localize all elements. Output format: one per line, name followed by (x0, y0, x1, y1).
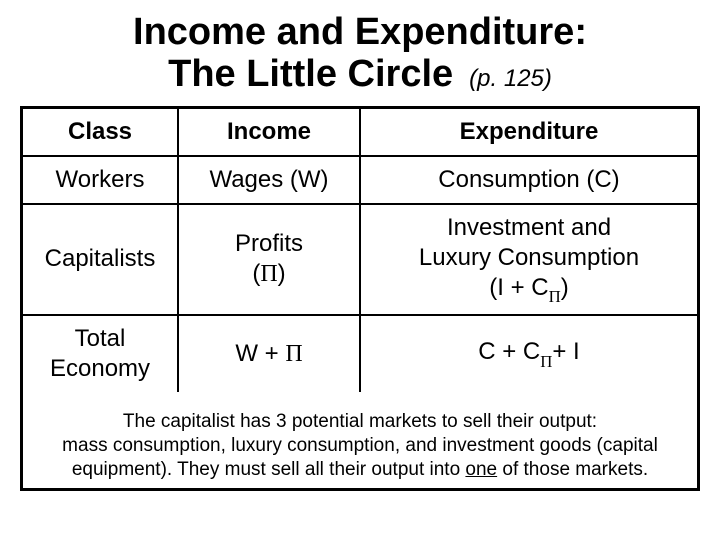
footnote-line: The capitalist has 3 potential markets t… (123, 411, 597, 432)
cell-text: Economy (50, 355, 150, 382)
cell-text: ) (278, 260, 286, 287)
cell-text: W + (235, 340, 285, 367)
header-expenditure: Expenditure (360, 109, 697, 156)
table-row: Capitalists Profits (Π) Investment and L… (23, 204, 697, 316)
footnote-line: mass consumption, luxury consumption, an… (62, 435, 658, 456)
cell-text: + I (552, 338, 579, 365)
slide-title: Income and Expenditure: The Little Circl… (20, 12, 700, 96)
pi-symbol: Π (285, 341, 302, 367)
cell-text: (I + C (489, 274, 548, 301)
title-line-2: The Little Circle (168, 54, 453, 96)
table-header-row: Class Income Expenditure (23, 109, 697, 156)
title-line-2-wrap: The Little Circle (p. 125) (50, 54, 670, 96)
page-reference: (p. 125) (469, 65, 552, 93)
cell-total-income: W + Π (178, 315, 360, 392)
table-row: Workers Wages (W) Consumption (C) (23, 156, 697, 204)
cell-text: Profits (235, 230, 303, 257)
pi-subscript: Π (549, 287, 561, 306)
cell-workers-expenditure: Consumption (C) (360, 156, 697, 204)
content-box: Class Income Expenditure Workers Wages (… (20, 106, 700, 491)
cell-capitalists-income: Profits (Π) (178, 204, 360, 316)
footnote-underline: one (465, 459, 497, 480)
header-income: Income (178, 109, 360, 156)
cell-text: Investment and (447, 214, 611, 241)
cell-workers-income: Wages (W) (178, 156, 360, 204)
title-line-1: Income and Expenditure: (50, 12, 670, 54)
cell-capitalists-expenditure: Investment and Luxury Consumption (I + C… (360, 204, 697, 316)
pi-subscript: Π (540, 352, 552, 371)
footnote-text: The capitalist has 3 potential markets t… (23, 406, 697, 487)
cell-total-class: Total Economy (23, 315, 178, 392)
pi-symbol: Π (260, 261, 277, 287)
cell-text: ) (561, 274, 569, 301)
cell-workers-class: Workers (23, 156, 178, 204)
footnote-line: of those markets. (497, 459, 648, 480)
header-class: Class (23, 109, 178, 156)
income-expenditure-table: Class Income Expenditure Workers Wages (… (23, 109, 697, 393)
cell-capitalists-class: Capitalists (23, 204, 178, 316)
cell-total-expenditure: C + CΠ+ I (360, 315, 697, 392)
cell-text: Total (75, 325, 126, 352)
table-row: Total Economy W + Π C + CΠ+ I (23, 315, 697, 392)
cell-text: C + C (478, 338, 540, 365)
footnote-line: equipment). They must sell all their out… (72, 459, 466, 480)
cell-text: Luxury Consumption (419, 244, 639, 271)
